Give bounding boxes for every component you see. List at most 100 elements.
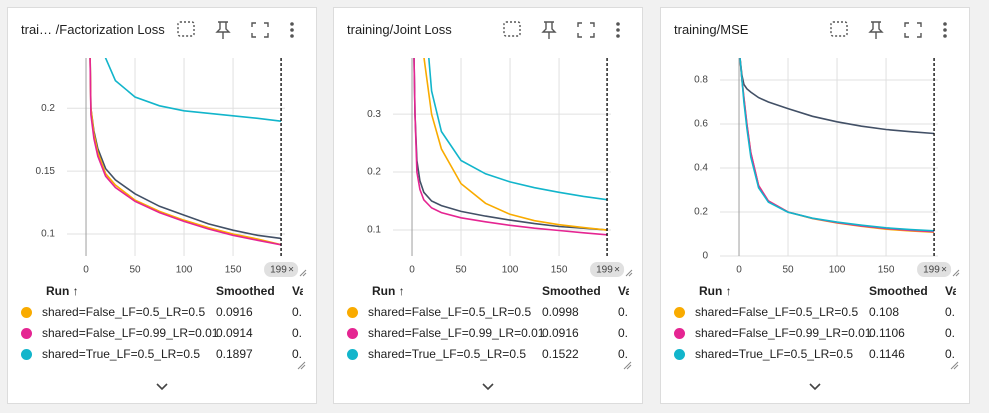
run-name: shared=False_LF=0.5_LR=0.5 [695, 305, 859, 319]
resize-handle [625, 269, 633, 277]
toolbar-icon [616, 28, 620, 32]
x-tick-label: 150 [551, 265, 568, 276]
value: 0. [945, 326, 956, 340]
smoothed-value: 0.0914 [216, 326, 253, 340]
run-name: shared=False_LF=0.5_LR=0.5 [42, 305, 206, 319]
toolbar-icon [577, 22, 595, 38]
x-tick-label: 50 [455, 265, 467, 276]
smoothed-value: 0.1897 [216, 347, 253, 361]
toolbar-icon [830, 21, 848, 37]
step-close[interactable]: × [614, 265, 620, 276]
toolbar-icon [943, 28, 947, 32]
x-tick-label: 50 [782, 265, 794, 276]
card-toolbar [503, 21, 620, 39]
toolbar-icon [290, 34, 294, 38]
card-toolbar [177, 21, 294, 39]
toolbar-icon [616, 34, 620, 38]
step-label: 199 [270, 265, 287, 276]
plot-lines [89, 58, 282, 246]
y-tick-label: 0.15 [36, 166, 56, 177]
resize-handle [950, 361, 959, 370]
run-name: shared=False_LF=0.99_LR=0.01 [42, 326, 219, 340]
run-name: shared=False_LF=0.99_LR=0.01 [368, 326, 545, 340]
chevron [809, 383, 821, 391]
x-tick-label: 50 [129, 265, 141, 276]
resize-lines [950, 361, 959, 370]
value: 0. [292, 326, 303, 340]
series-line [413, 58, 608, 236]
chart: 0.1 0.15 0.2 0 50 100 150 199 × [36, 58, 307, 277]
series-line [104, 58, 282, 122]
resize-handle [623, 361, 632, 370]
y-tick-label: 0.8 [694, 75, 708, 86]
plot-lines [413, 58, 608, 236]
toolbar-icon [290, 22, 294, 26]
run-color-dot [674, 307, 685, 318]
chevron [482, 383, 494, 391]
y-tick-label: 0 [702, 251, 708, 262]
toolbar-icon [830, 21, 922, 39]
smoothed-value: 0.0916 [542, 326, 579, 340]
run-name: shared=True_LF=0.5_LR=0.5 [42, 347, 200, 361]
table-header: Smoothed [542, 284, 601, 298]
step-label: 199 [923, 265, 940, 276]
card: training/Joint Loss 0.1 0.2 0.3 0 50 100 150 199… [333, 7, 643, 404]
run-color-dot [674, 349, 685, 360]
card-title: training/MSE [674, 22, 749, 37]
resize-handle [952, 269, 960, 277]
toolbar-icon [943, 22, 947, 38]
value: 0. [292, 347, 303, 361]
run-color-dot [347, 349, 358, 360]
y-tick-label: 0.6 [694, 119, 708, 130]
step-label: 199 [596, 265, 613, 276]
table-header: Value [945, 284, 956, 298]
card-title: training/Joint Loss [347, 22, 452, 37]
x-tick-label: 100 [176, 265, 193, 276]
card: trai… /Factorization Loss 0.1 0.15 0.2 0 50 10… [7, 7, 317, 404]
step-close[interactable]: × [288, 265, 294, 276]
toolbar-icon [177, 21, 195, 37]
value-column: Value 0. 0. 0. [945, 278, 956, 373]
table-header: Run ↑ [699, 284, 732, 298]
series-line [423, 58, 608, 231]
smoothed-value: 0.1146 [869, 347, 905, 361]
run-name: shared=False_LF=0.99_LR=0.01 [695, 326, 872, 340]
value: 0. [618, 347, 629, 361]
series-line [428, 58, 608, 201]
run-name: shared=True_LF=0.5_LR=0.5 [368, 347, 526, 361]
run-color-dot [21, 328, 32, 339]
x-tick-label: 150 [878, 265, 895, 276]
toolbar-icon [868, 21, 884, 39]
value-column: Value 0. 0. 0. [618, 278, 629, 373]
x-tick-label: 0 [736, 265, 742, 276]
run-color-dot [21, 307, 32, 318]
run-color-dot [347, 328, 358, 339]
step-close[interactable]: × [941, 265, 947, 276]
expand-chevron[interactable] [808, 382, 822, 392]
step-badge [264, 262, 299, 277]
toolbar-icon [251, 22, 269, 38]
value: 0. [618, 305, 629, 319]
y-tick-label: 0.2 [694, 207, 708, 218]
resize-handle [297, 361, 306, 370]
table-header: Value [292, 284, 303, 298]
x-tick-label: 100 [829, 265, 846, 276]
toolbar-icon [904, 22, 922, 38]
series-line [739, 58, 935, 232]
x-tick-label: 100 [502, 265, 519, 276]
toolbar-icon [616, 22, 620, 38]
run-name: shared=False_LF=0.5_LR=0.5 [368, 305, 532, 319]
smoothed-value: 0.1106 [869, 326, 905, 340]
series-line [739, 58, 935, 135]
chart: 0.1 0.2 0.3 0 50 100 150 199 × [367, 58, 633, 277]
expand-chevron[interactable] [155, 382, 169, 392]
step-badge [590, 262, 625, 277]
plot-lines [739, 58, 935, 233]
value: 0. [945, 305, 956, 319]
resize-handle [299, 269, 307, 277]
toolbar-icon [503, 21, 595, 39]
table-header: Value [618, 284, 629, 298]
smoothed-value: 0.0916 [216, 305, 253, 319]
toolbar-icon [177, 21, 269, 39]
expand-chevron[interactable] [481, 382, 495, 392]
